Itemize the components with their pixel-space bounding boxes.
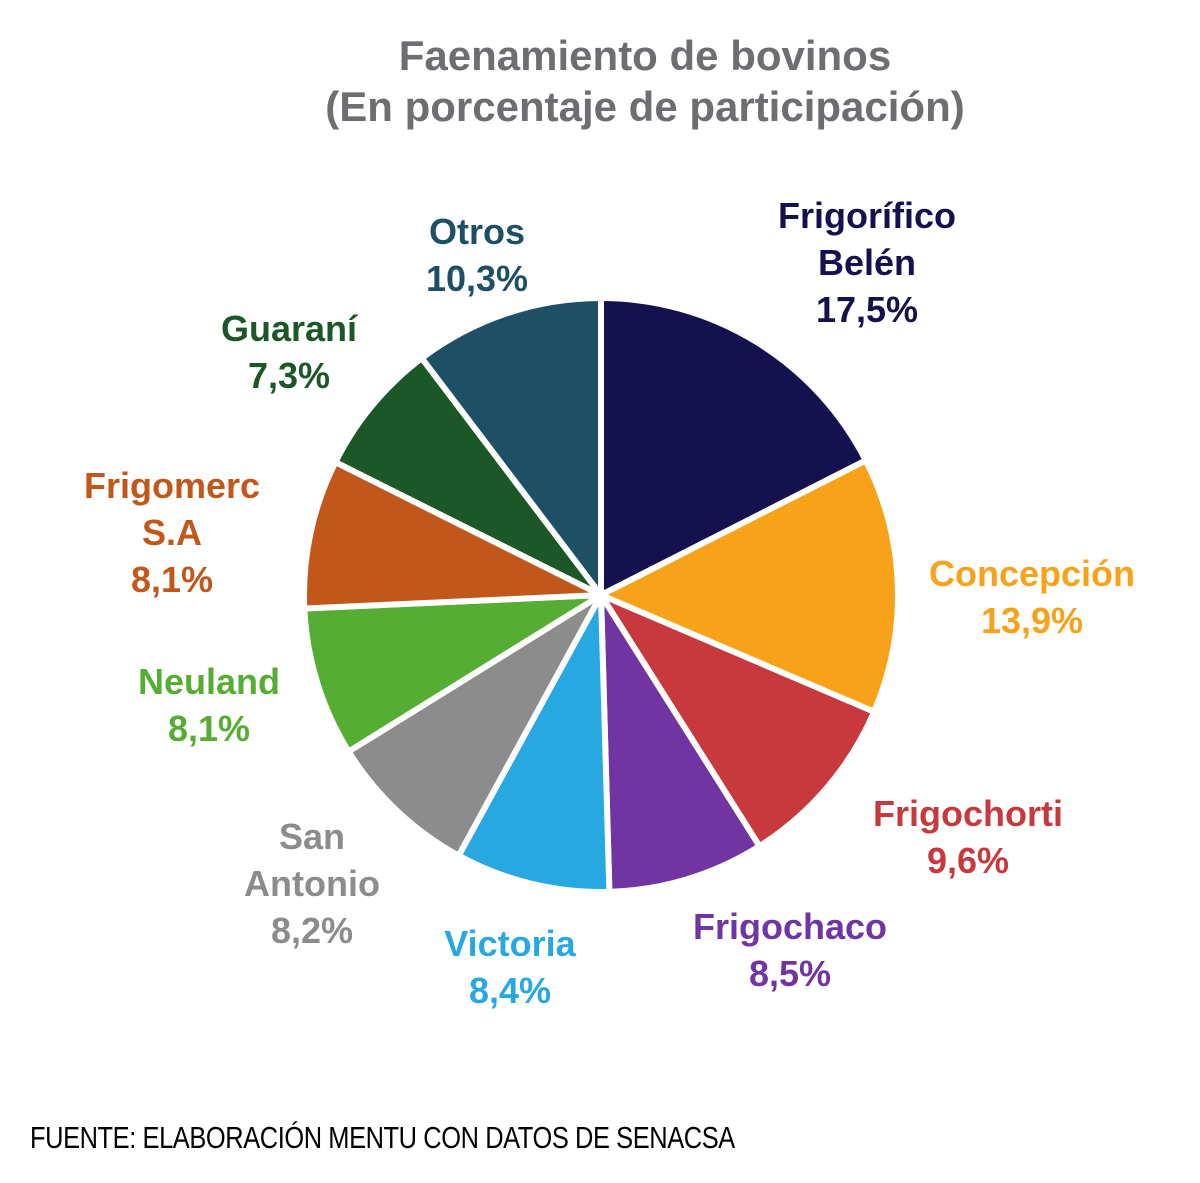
pie-slice-neuland <box>301 592 604 755</box>
pie-slice-frigomerc-s-a <box>301 459 604 612</box>
pie-slice-otros <box>418 295 604 598</box>
chart-title-line1: Faenamiento de bovinos <box>398 32 892 79</box>
pie-slice-concepcion <box>598 457 901 715</box>
slice-value: 17,5% <box>815 289 919 331</box>
slice-label-guarani: Guaraní 7,3% <box>199 305 379 399</box>
pie-slice-frigochorti <box>598 592 878 850</box>
slice-label-concepcion: Concepción 13,9% <box>902 550 1162 644</box>
pie-slice-guarani <box>332 355 604 598</box>
slice-value: 8,1% <box>167 708 251 750</box>
slice-value: 10,3% <box>425 258 529 300</box>
pie-slice-frigorifico-belen <box>598 295 869 598</box>
slice-name: Victoria <box>444 923 576 964</box>
slice-name: Guaraní <box>220 308 358 349</box>
chart-title-line2: (En porcentaje de participación) <box>325 83 965 131</box>
slice-value: 8,2% <box>270 910 354 952</box>
slice-name: Frigochaco <box>692 906 888 947</box>
slice-name: Neuland <box>137 661 280 702</box>
slice-label-frigochaco: Frigochaco 8,5% <box>675 903 905 997</box>
slice-value: 8,4% <box>468 970 552 1012</box>
slice-label-frigochorti: Frigochorti 9,6% <box>843 790 1093 884</box>
slice-label-frigorifico-belen: Frigorífico Belén 17,5% <box>727 192 1007 333</box>
slice-name: Frigorífico Belén <box>778 195 956 284</box>
slice-value: 8,5% <box>748 953 832 995</box>
chart-title: Faenamiento de bovinos (En porcentaje de… <box>45 30 1200 132</box>
slice-label-san-antonio: San Antonio 8,2% <box>227 813 397 954</box>
slice-value: 9,6% <box>926 840 1010 882</box>
slice-name: Otros <box>428 211 525 252</box>
slice-name: Concepción <box>928 553 1135 594</box>
slice-value: 7,3% <box>247 355 331 397</box>
slice-name: Frigomerc S.A <box>83 465 261 554</box>
slice-label-otros: Otros 10,3% <box>397 208 557 302</box>
slice-name: Frigochorti <box>873 793 1063 834</box>
pie-slice-frigochaco <box>598 592 763 895</box>
source-note: FUENTE: ELABORACIÓN MENTU CON DATOS DE S… <box>30 1120 735 1155</box>
pie-slice-victoria <box>455 592 613 895</box>
slice-value: 8,1% <box>130 559 214 601</box>
pie-slice-san-antonio <box>345 592 604 859</box>
slice-label-victoria: Victoria 8,4% <box>420 920 600 1014</box>
slice-label-frigomerc: Frigomerc S.A 8,1% <box>67 462 277 603</box>
slice-label-neuland: Neuland 8,1% <box>119 658 299 752</box>
slice-value: 13,9% <box>980 600 1084 642</box>
slice-name: San Antonio <box>244 816 380 905</box>
